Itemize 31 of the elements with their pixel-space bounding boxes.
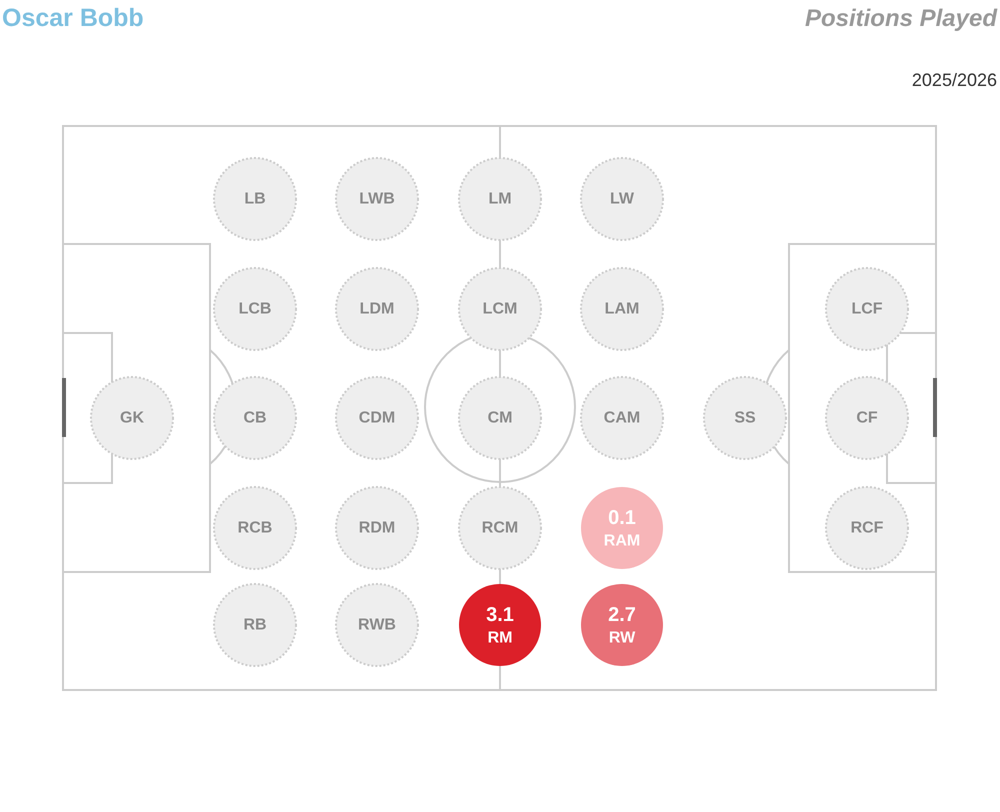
category-label: LW: [610, 190, 635, 208]
text: Oscar Bobb: [2, 4, 144, 33]
category-label: RCF: [850, 520, 884, 536]
data-label: 0.1: [608, 507, 636, 529]
text: Positions Played: [804, 5, 997, 33]
category-label: RCB: [238, 520, 272, 536]
category-label: RCM: [482, 520, 518, 536]
category-label: SS: [734, 410, 756, 426]
category-label: RW: [608, 630, 636, 646]
category-label: RAM: [604, 532, 640, 550]
data-label: 3.1: [486, 604, 514, 626]
data-label: 2.7: [608, 604, 636, 626]
text: 2025/2026: [912, 70, 997, 91]
category-label: LWB: [359, 190, 395, 208]
category-label: CAM: [604, 410, 640, 426]
category-label: RB: [243, 616, 267, 634]
category-label: LB: [244, 190, 266, 208]
category-label: GK: [120, 410, 144, 426]
category-label: RDM: [358, 520, 396, 536]
category-label: LCF: [851, 300, 883, 318]
category-label: LCB: [238, 300, 272, 318]
category-label: CB: [243, 410, 267, 426]
category-label: LM: [488, 190, 512, 208]
category-label: LDM: [360, 300, 394, 318]
category-label: CF: [856, 410, 878, 426]
category-label: LAM: [604, 300, 640, 318]
category-label: CDM: [358, 410, 396, 426]
category-label: RM: [488, 630, 512, 646]
category-label: CM: [488, 410, 512, 426]
category-label: LCM: [482, 300, 518, 318]
category-label: RWB: [358, 616, 396, 634]
